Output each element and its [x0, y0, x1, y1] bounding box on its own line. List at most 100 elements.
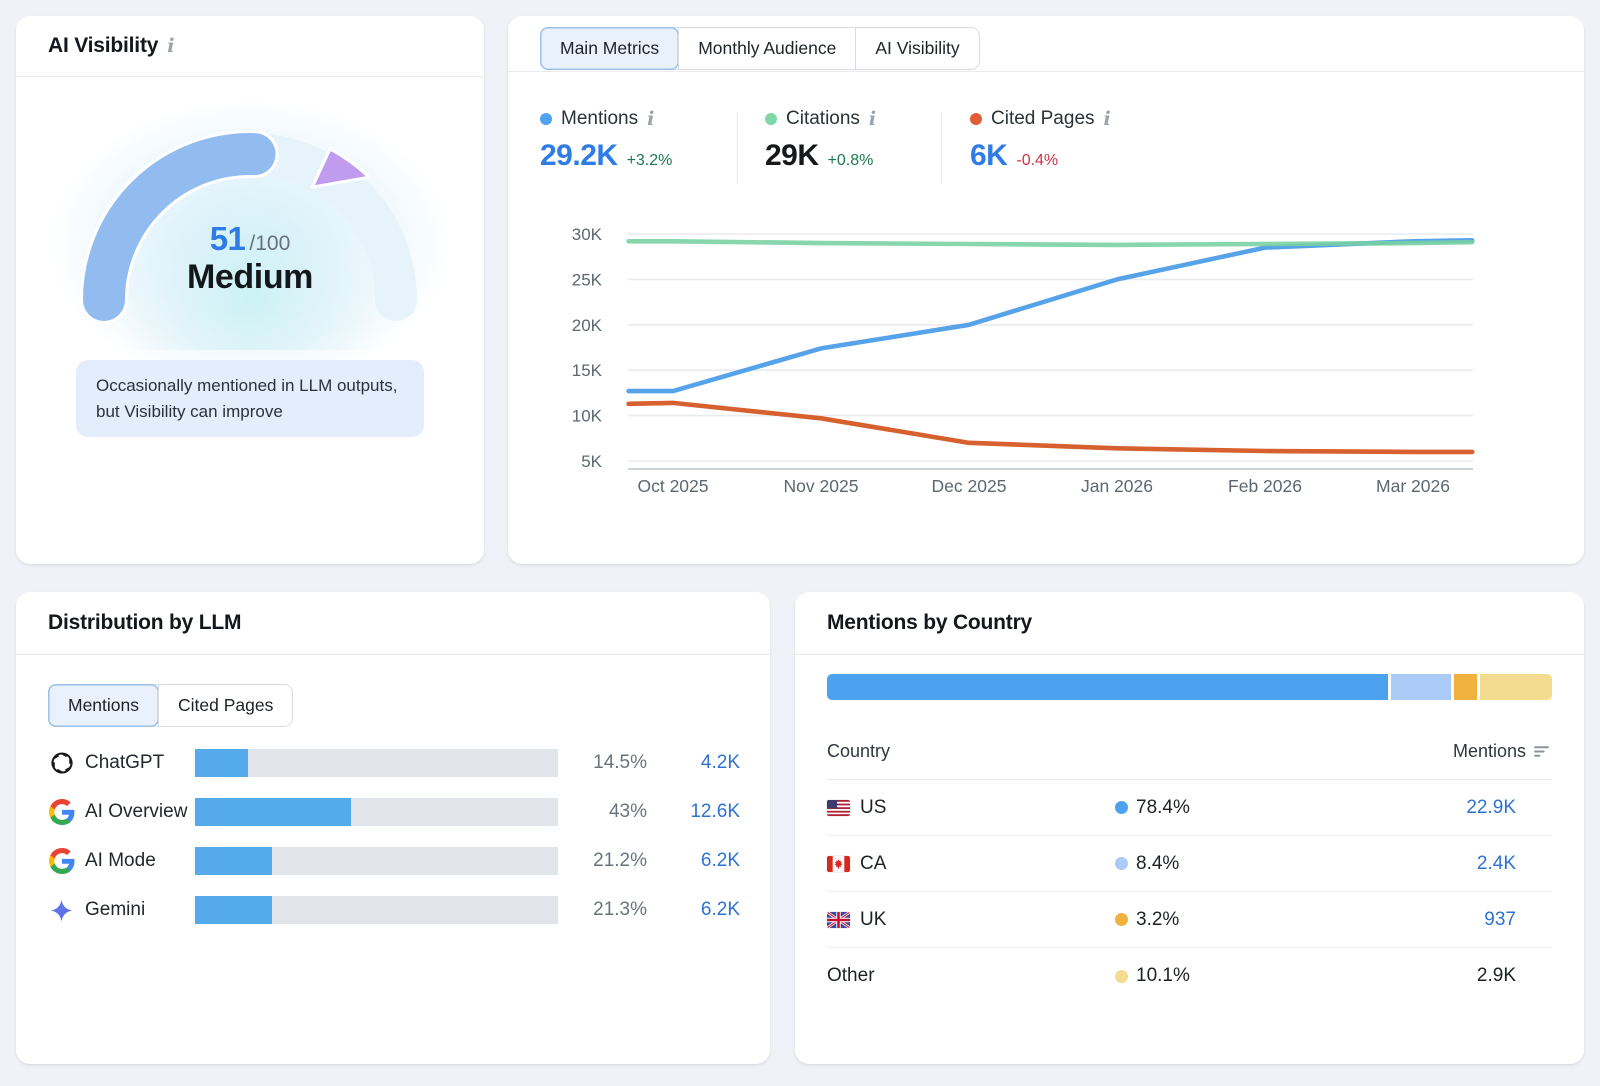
llm-bar-fill: [195, 798, 352, 826]
tab-mentions[interactable]: Mentions: [48, 684, 160, 727]
ca-flag-icon: [827, 855, 850, 872]
country-row-ca: CA 8.4% 2.4K: [827, 836, 1552, 892]
info-icon[interactable]: i: [167, 34, 175, 57]
country-percent: 10.1%: [1136, 965, 1190, 986]
country-code: CA: [860, 852, 887, 874]
llm-name: Gemini: [85, 899, 146, 920]
metric-label: Citations: [786, 108, 860, 129]
metric-cited-pages: Cited Pages i 6K -0.4%: [970, 108, 1111, 173]
llm-row-ai-mode: AI Mode 21.2% 6.2K: [48, 845, 740, 877]
llm-row-ai-overview: AI Overview 43% 12.6K: [48, 796, 740, 828]
gauge-rating: Medium: [186, 258, 314, 296]
country-dot: [1115, 913, 1128, 926]
country-dot: [1115, 969, 1128, 983]
cited-pages-legend-dot: [970, 113, 982, 125]
svg-text:Dec 2025: Dec 2025: [932, 476, 1007, 496]
gauge-score-value: 51: [209, 220, 246, 257]
llm-row-chatgpt: ChatGPT 14.5% 4.2K: [48, 747, 740, 779]
llm-value-link[interactable]: 6.2K: [700, 850, 740, 871]
column-header-mentions[interactable]: Mentions: [1453, 741, 1550, 762]
ai-visibility-card: AI Visibility i 51/100 Medium Occasional…: [16, 16, 484, 564]
llm-bar-track: [195, 896, 558, 924]
llm-name: AI Overview: [85, 801, 188, 822]
country-value-link[interactable]: 937: [1484, 908, 1516, 930]
bar-segment-other[interactable]: [1479, 674, 1552, 700]
llm-value-link[interactable]: 12.6K: [690, 801, 740, 822]
uk-flag-icon: [827, 911, 850, 928]
country-row-other: Other 10.1% 2.9K: [827, 948, 1552, 1004]
info-icon[interactable]: i: [647, 107, 655, 130]
bar-segment-uk[interactable]: [1453, 674, 1477, 700]
divider: [941, 112, 942, 184]
country-row-us: US 78.4% 22.9K: [827, 780, 1552, 836]
svg-text:30K: 30K: [572, 225, 603, 244]
metric-change: +3.2%: [626, 152, 673, 169]
info-icon[interactable]: i: [868, 107, 877, 130]
country-dot: [1115, 801, 1128, 814]
metrics-trend-chart[interactable]: 30K 25K 20K 15K 10K 5K Oct 2025 Nov 2025 Dec 202…: [536, 198, 1556, 510]
metric-value: 29.2K: [540, 139, 618, 172]
llm-name: ChatGPT: [85, 752, 165, 773]
llm-percent: 14.5%: [593, 752, 647, 773]
svg-text:Mar 2026: Mar 2026: [1376, 476, 1450, 496]
svg-text:Oct 2025: Oct 2025: [637, 476, 708, 496]
llm-card-title: Distribution by LLM: [48, 611, 242, 634]
svg-text:Nov 2025: Nov 2025: [784, 476, 859, 496]
bar-segment-us[interactable]: [827, 674, 1388, 700]
tab-ai-visibility[interactable]: AI Visibility: [855, 28, 978, 69]
svg-text:5K: 5K: [581, 452, 602, 471]
metric-citations: Citations i 29K +0.8%: [765, 108, 876, 173]
metric-label: Mentions: [561, 108, 639, 129]
country-stacked-bar: [827, 674, 1552, 700]
llm-card-tabs: Mentions Cited Pages: [48, 684, 294, 727]
metric-label: Cited Pages: [991, 108, 1095, 129]
trend-card-tabs: Main Metrics Monthly Audience AI Visibil…: [540, 27, 980, 70]
svg-text:Feb 2026: Feb 2026: [1228, 476, 1302, 496]
tab-monthly-audience[interactable]: Monthly Audience: [678, 28, 855, 69]
tab-main-metrics[interactable]: Main Metrics: [540, 27, 680, 70]
country-percent: 78.4%: [1136, 796, 1190, 818]
mentions-by-country-card: Mentions by Country Country Mentions: [795, 592, 1584, 1064]
llm-value-link[interactable]: 4.2K: [700, 752, 740, 773]
llm-card-header: Distribution by LLM: [16, 592, 770, 655]
tab-cited-pages[interactable]: Cited Pages: [158, 685, 292, 726]
ai-visibility-title: AI Visibility: [48, 34, 159, 57]
llm-percent: 21.3%: [593, 899, 647, 920]
svg-text:25K: 25K: [572, 270, 603, 289]
ai-visibility-card-header: AI Visibility i: [16, 16, 484, 77]
country-card-header: Mentions by Country: [795, 592, 1584, 655]
llm-bar-fill: [195, 896, 273, 924]
svg-text:Jan 2026: Jan 2026: [1081, 476, 1153, 496]
country-table-header: Country Mentions: [827, 723, 1552, 780]
country-card-title: Mentions by Country: [827, 611, 1033, 634]
llm-name: AI Mode: [85, 850, 156, 871]
bar-segment-ca[interactable]: [1390, 674, 1451, 700]
metric-change: -0.4%: [1016, 152, 1059, 169]
svg-text:15K: 15K: [572, 361, 603, 380]
metric-value: 29K: [765, 139, 819, 172]
chatgpt-icon: [48, 750, 75, 777]
country-code: UK: [860, 908, 887, 930]
llm-bar-track: [195, 749, 558, 777]
info-icon[interactable]: i: [1103, 107, 1111, 130]
sort-descending-icon: [1534, 745, 1549, 757]
google-icon: [48, 799, 75, 826]
country-percent: 8.4%: [1136, 852, 1180, 874]
svg-text:10K: 10K: [572, 407, 603, 426]
llm-bar-fill: [195, 847, 272, 875]
llm-bar-track: [195, 798, 558, 826]
metric-change: +0.8%: [827, 152, 874, 169]
llm-percent: 21.2%: [593, 850, 647, 871]
gauge-score: 51/100: [16, 220, 484, 258]
us-flag-icon: [827, 799, 850, 816]
llm-value-link[interactable]: 6.2K: [700, 899, 740, 920]
llm-percent: 43%: [608, 801, 647, 822]
main-metrics-card: Main Metrics Monthly Audience AI Visibil…: [508, 16, 1584, 564]
google-icon: [48, 848, 75, 875]
country-value-link[interactable]: 22.9K: [1466, 796, 1516, 818]
llm-bar-fill: [195, 749, 248, 777]
column-header-country: Country: [827, 740, 891, 761]
citations-legend-dot: [765, 113, 777, 125]
country-value-link[interactable]: 2.4K: [1476, 852, 1516, 874]
